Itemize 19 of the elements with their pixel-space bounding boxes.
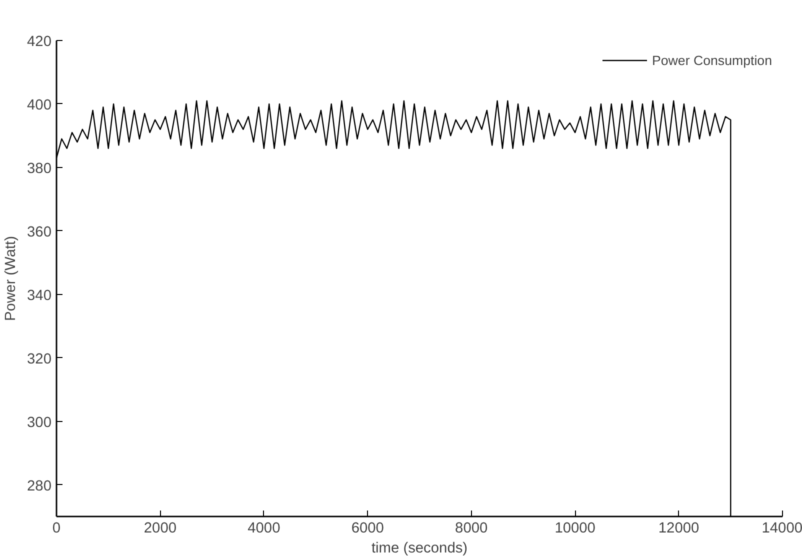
y-tick-label: 400 xyxy=(27,97,52,114)
x-tick-label: 0 xyxy=(52,520,61,536)
y-tick-label: 280 xyxy=(27,478,52,494)
y-tick-label: 340 xyxy=(27,288,52,304)
y-tick-label: 420 xyxy=(27,34,52,50)
x-tick-label: 4000 xyxy=(248,520,280,536)
y-tick-label: 300 xyxy=(27,414,52,431)
x-tick-label: 10000 xyxy=(554,520,596,536)
x-tick-label: 6000 xyxy=(351,520,384,536)
x-tick-label: 8000 xyxy=(455,520,488,536)
x-tick-label: 2000 xyxy=(144,520,177,536)
legend-label: Power Consumption xyxy=(652,52,772,68)
y-tick-label: 380 xyxy=(27,160,52,177)
y-axis-title: Power (Watt) xyxy=(3,236,20,321)
y-tick-label: 360 xyxy=(27,224,52,240)
x-axis-title: time (seconds) xyxy=(371,540,468,556)
x-tick-label: 14000 xyxy=(762,520,802,536)
y-tick-label: 320 xyxy=(27,351,52,368)
x-tick-label: 12000 xyxy=(658,520,700,536)
